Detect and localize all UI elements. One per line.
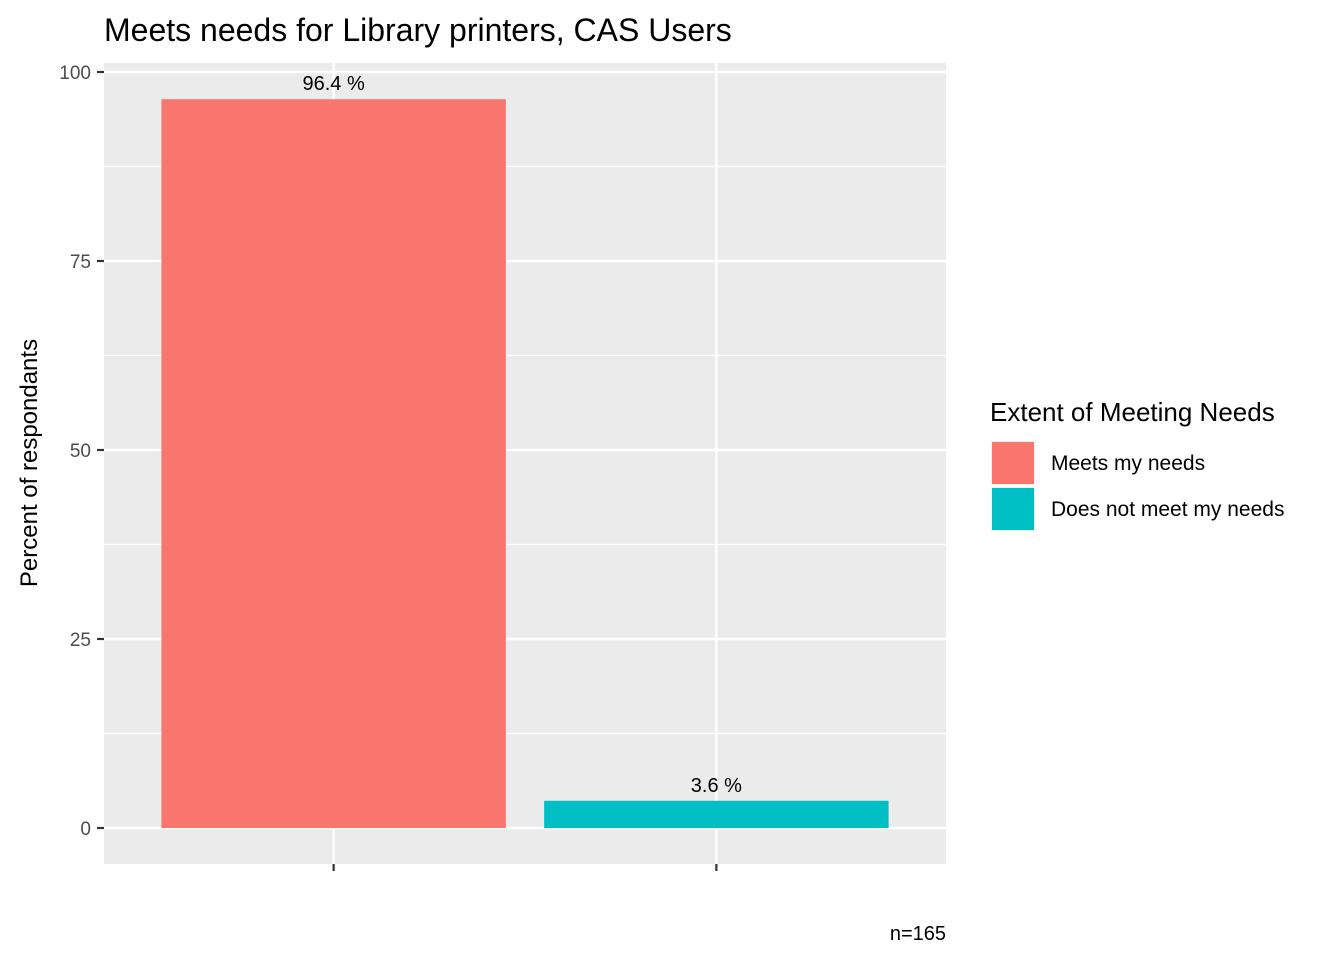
bar-data-label: 3.6 % <box>691 775 742 797</box>
legend-entry-label: Meets my needs <box>1051 452 1205 475</box>
y-tick-label: 75 <box>70 252 91 273</box>
chart-title: Meets needs for Library printers, CAS Us… <box>104 12 732 48</box>
legend-swatch <box>992 442 1034 484</box>
bar-data-label: 96.4 % <box>303 73 365 95</box>
y-tick-label: 0 <box>80 819 91 840</box>
legend-swatch <box>992 488 1034 530</box>
y-axis: 0 25 50 75 100 <box>59 63 104 840</box>
y-tick-label: 50 <box>70 441 91 462</box>
y-tick-label: 100 <box>59 63 91 84</box>
y-axis-label: Percent of respondants <box>16 339 43 587</box>
y-tick-label: 25 <box>70 630 91 651</box>
legend-entry-label: Does not meet my needs <box>1051 498 1284 521</box>
x-axis <box>332 864 718 871</box>
sample-size-caption: n=165 <box>890 923 946 945</box>
legend-title: Extent of Meeting Needs <box>990 397 1275 427</box>
bar <box>161 99 506 828</box>
bar <box>544 800 889 828</box>
bar-data-labels: 96.4 % 3.6 % <box>303 73 743 797</box>
legend: Extent of Meeting Needs Meets my needs Do… <box>990 397 1284 531</box>
bars <box>161 99 889 828</box>
